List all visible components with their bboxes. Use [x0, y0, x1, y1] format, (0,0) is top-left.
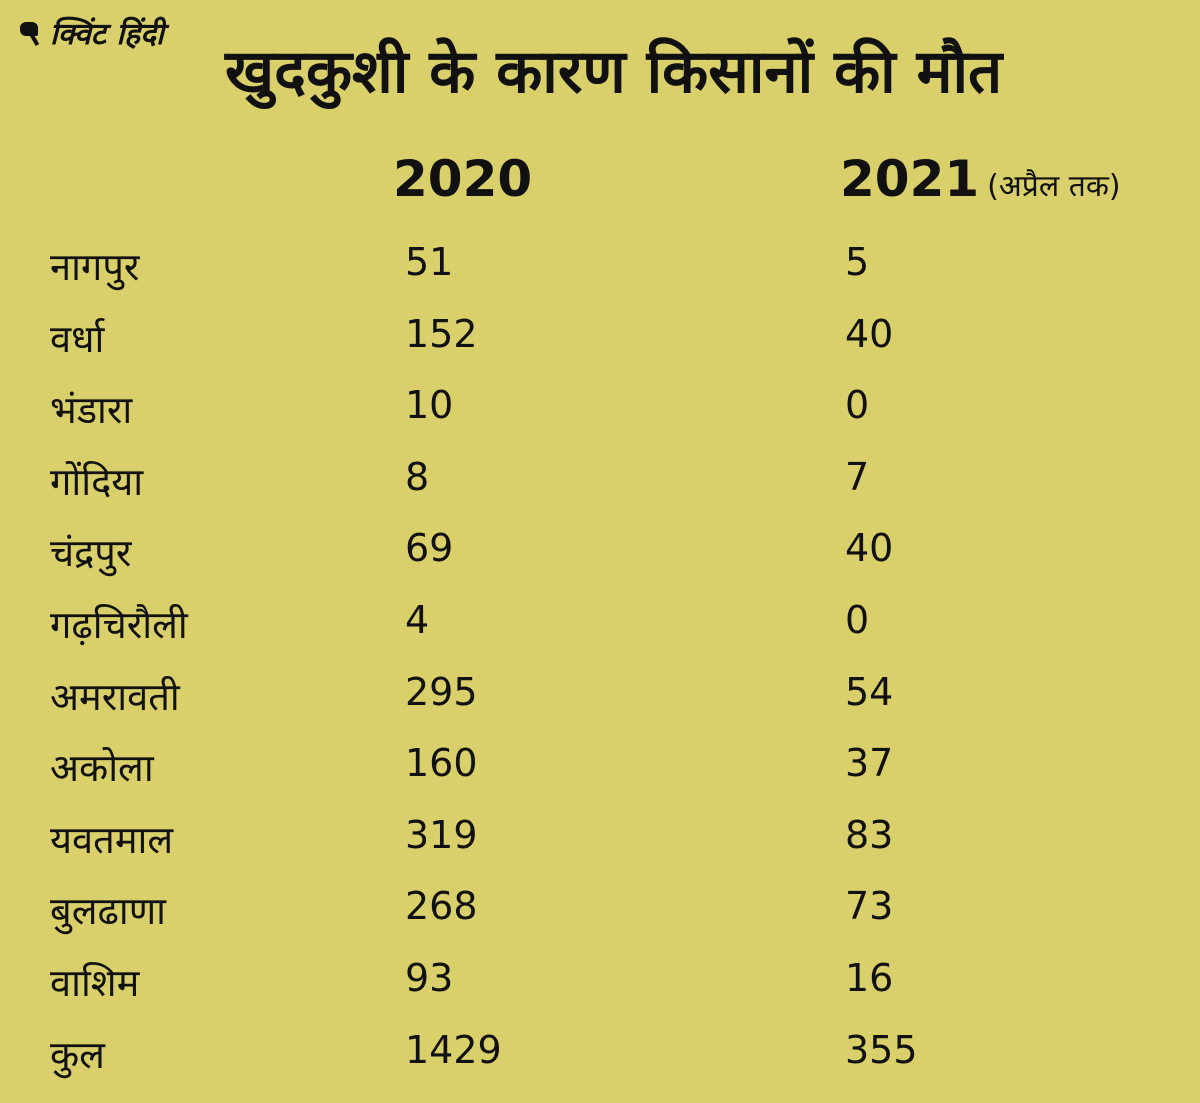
value-2020: 319 [405, 812, 478, 857]
value-2021: 0 [845, 383, 870, 428]
header-2021-year: 2021 [840, 150, 980, 208]
value-2021: 16 [845, 956, 894, 1000]
table-row: अकोला 160 37 [0, 741, 1200, 811]
district-name: वाशिम [50, 961, 140, 1005]
value-2020: 1429 [405, 1027, 502, 1072]
district-name: वर्धा [50, 316, 105, 361]
chart-title: खुदकुशी के कारण किसानों की मौत [225, 37, 1003, 107]
district-name: अकोला [50, 746, 154, 791]
table-row: अमरावती 295 54 [0, 670, 1200, 740]
value-2021: 73 [845, 884, 894, 929]
district-name: गढ़चिरौली [50, 603, 188, 647]
value-2021: 5 [845, 240, 870, 284]
value-2021: 355 [845, 1027, 918, 1072]
district-name: चंद्रपुर [50, 531, 132, 576]
value-2020: 69 [405, 526, 454, 571]
value-2021: 83 [845, 812, 894, 857]
table-row: चंद्रपुर 69 40 [0, 526, 1200, 596]
value-2020: 160 [405, 741, 478, 786]
district-name: भंडारा [50, 388, 133, 433]
header-2021: 2021 (अप्रैल तक) [840, 150, 1121, 208]
value-2021: 54 [845, 669, 894, 714]
table-row: भंडारा 10 0 [0, 383, 1200, 453]
district-name: यवतमाल [50, 817, 174, 862]
logo-text: क्विंट हिंदी [50, 17, 164, 52]
table-row: वाशिम 93 16 [0, 956, 1200, 1026]
value-2020: 93 [405, 956, 454, 1000]
district-name: गोंदिया [50, 459, 144, 504]
district-name: अमरावती [50, 674, 180, 719]
value-2020: 8 [405, 454, 430, 499]
table-row: कुल 1429 355 [0, 1028, 1200, 1098]
table-row: गोंदिया 8 7 [0, 455, 1200, 525]
table-row: वर्धा 152 40 [0, 312, 1200, 382]
header-2021-note: (अप्रैल तक) [987, 169, 1121, 204]
table-row: यवतमाल 319 83 [0, 813, 1200, 883]
district-name: कुल [50, 1032, 105, 1077]
header-2020: 2020 [393, 150, 533, 208]
value-2020: 268 [405, 884, 478, 929]
table-row: नागपुर 51 5 [0, 240, 1200, 310]
value-2021: 7 [845, 454, 870, 499]
speech-bubble-icon [18, 18, 44, 48]
district-name: नागपुर [50, 245, 140, 289]
value-2021: 0 [845, 598, 870, 642]
value-2021: 40 [845, 311, 894, 356]
value-2020: 152 [405, 311, 478, 356]
value-2020: 295 [405, 669, 478, 714]
value-2020: 51 [405, 240, 454, 284]
logo: क्विंट हिंदी [18, 12, 164, 53]
value-2020: 4 [405, 598, 430, 642]
district-name: बुलढाणा [50, 889, 167, 934]
value-2020: 10 [405, 383, 454, 428]
value-2021: 37 [845, 741, 894, 786]
table-row: गढ़चिरौली 4 0 [0, 598, 1200, 668]
value-2021: 40 [845, 526, 894, 571]
table-row: बुलढाणा 268 73 [0, 884, 1200, 954]
